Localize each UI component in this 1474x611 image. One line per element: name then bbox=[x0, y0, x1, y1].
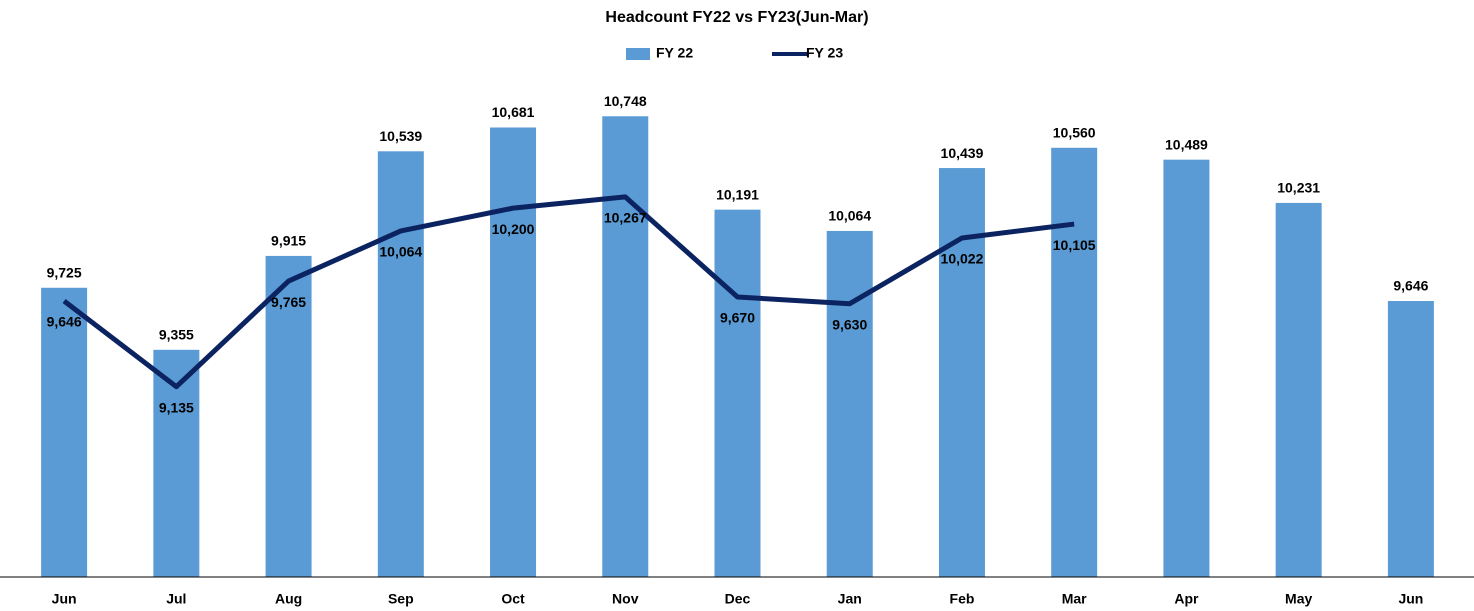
x-tick-label: Jun bbox=[1398, 591, 1423, 607]
x-tick-label: Feb bbox=[950, 591, 975, 607]
data-label: 10,200 bbox=[492, 221, 535, 237]
data-label: 10,064 bbox=[828, 208, 871, 224]
x-tick-label: May bbox=[1285, 591, 1312, 607]
bar bbox=[714, 209, 761, 577]
x-tick-label: Oct bbox=[501, 591, 525, 607]
data-label: 10,267 bbox=[604, 210, 647, 226]
data-label: 10,231 bbox=[1277, 180, 1320, 196]
bar bbox=[1051, 147, 1098, 578]
data-label: 10,681 bbox=[492, 104, 535, 120]
bar bbox=[602, 116, 649, 577]
x-tick-label: Apr bbox=[1174, 591, 1199, 607]
bar bbox=[938, 168, 985, 577]
data-label: 10,539 bbox=[379, 128, 422, 144]
data-label: 9,646 bbox=[1393, 278, 1428, 294]
x-tick-label: Jan bbox=[838, 591, 862, 607]
bar bbox=[1387, 301, 1434, 577]
x-tick-label: Jul bbox=[166, 591, 186, 607]
x-tick-label: Aug bbox=[275, 591, 302, 607]
data-label: 9,915 bbox=[271, 233, 306, 249]
data-label: 9,135 bbox=[159, 399, 194, 415]
bar bbox=[1163, 159, 1210, 577]
data-label: 10,560 bbox=[1053, 124, 1096, 140]
legend-swatch bbox=[626, 48, 650, 60]
x-tick-label: Nov bbox=[612, 591, 639, 607]
chart-title: Headcount FY22 vs FY23(Jun-Mar) bbox=[605, 9, 868, 26]
x-tick-label: Dec bbox=[725, 591, 751, 607]
data-label: 10,105 bbox=[1053, 237, 1096, 253]
x-tick-label: Mar bbox=[1062, 591, 1087, 607]
data-label: 10,191 bbox=[716, 186, 759, 202]
x-tick-label: Sep bbox=[388, 591, 414, 607]
data-label: 10,022 bbox=[941, 251, 984, 267]
legend-label: FY 22 bbox=[656, 45, 693, 61]
data-label: 9,725 bbox=[47, 264, 82, 280]
legend-label: FY 23 bbox=[806, 45, 843, 61]
data-label: 9,765 bbox=[271, 294, 306, 310]
data-label: 9,630 bbox=[832, 316, 867, 332]
bar bbox=[265, 255, 312, 577]
data-label: 10,489 bbox=[1165, 136, 1208, 152]
data-label: 10,748 bbox=[604, 93, 647, 109]
data-label: 10,064 bbox=[379, 244, 422, 260]
data-label: 9,355 bbox=[159, 327, 194, 343]
bar bbox=[490, 127, 537, 578]
line bbox=[62, 194, 1075, 390]
bar bbox=[41, 287, 88, 577]
data-label: 9,670 bbox=[720, 310, 755, 326]
data-label: 10,439 bbox=[941, 145, 984, 161]
bar bbox=[1275, 202, 1322, 577]
data-label: 9,646 bbox=[47, 314, 82, 330]
bar bbox=[826, 230, 873, 577]
bar bbox=[377, 151, 424, 578]
x-tick-label: Jun bbox=[52, 591, 77, 607]
